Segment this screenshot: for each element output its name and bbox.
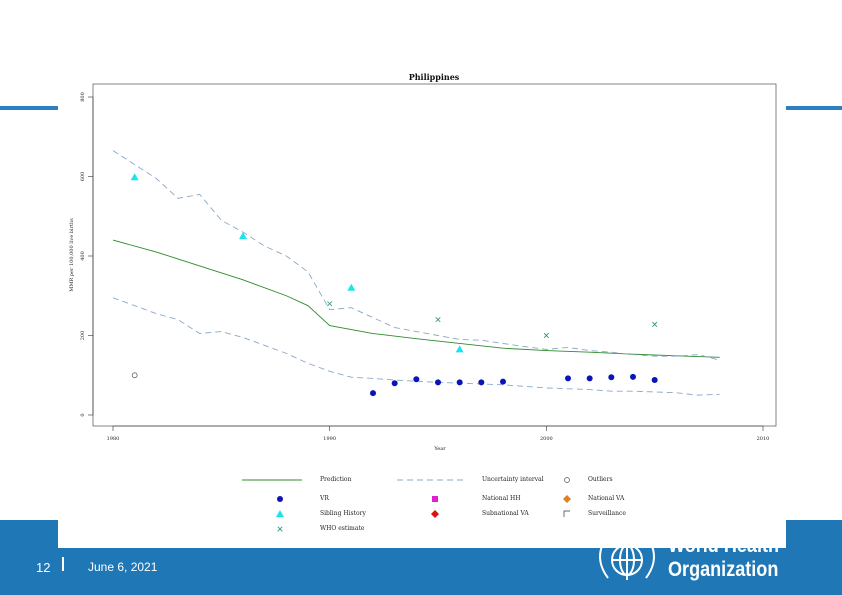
series-uncertainty-interval-lower <box>112 297 720 396</box>
y-axis-label: MMR per 100,000 live births <box>69 218 75 292</box>
point-vr <box>413 376 420 383</box>
legend-swatch-sibling-history <box>276 510 284 517</box>
page-number-divider <box>62 557 64 571</box>
legend-swatch-national-va <box>563 495 571 503</box>
chart-legend: Prediction Uncertainty interval Outliers VR… <box>232 462 642 546</box>
point-vr <box>391 380 398 387</box>
legend-swatch-who-estimate <box>277 526 283 532</box>
legend-swatch-outliers <box>564 477 570 483</box>
point-who-estimate <box>435 317 441 323</box>
series-uncertainty-interval-upper <box>112 150 720 361</box>
legend-label-prediction: Prediction <box>320 476 352 483</box>
point-sibling-history <box>130 173 139 181</box>
point-who-estimate <box>327 301 333 307</box>
y-tick-label: 400 <box>80 251 86 261</box>
header-rule-right <box>784 106 842 110</box>
point-vr <box>586 375 593 382</box>
page-number: 12 <box>36 560 51 575</box>
series-prediction <box>112 239 720 358</box>
header-rule-left <box>0 106 58 110</box>
y-tick-label: 200 <box>80 331 86 341</box>
point-who-estimate <box>652 321 658 327</box>
point-outliers <box>131 372 138 379</box>
legend-swatch-national-hh <box>432 496 438 502</box>
legend-label-sibling-history: Sibling History <box>320 510 366 517</box>
point-who-estimate <box>543 332 549 339</box>
legend-label-vr: VR <box>320 495 329 502</box>
point-vr <box>500 378 506 385</box>
legend-swatch-surveillance <box>563 510 570 517</box>
org-name-line-2: Organization <box>668 558 779 581</box>
point-sibling-history <box>347 283 356 291</box>
point-vr <box>608 374 615 381</box>
point-vr <box>370 390 376 397</box>
y-tick-label: 0 <box>80 413 86 416</box>
x-tick-label: 2000 <box>540 436 553 442</box>
x-tick-label: 1990 <box>323 436 336 442</box>
x-tick-label: 1980 <box>107 436 120 442</box>
point-vr <box>651 377 658 384</box>
point-sibling-history <box>239 232 247 240</box>
x-axis-label: Year <box>433 446 446 452</box>
slide-date: June 6, 2021 <box>88 560 158 574</box>
x-tick-label: 2010 <box>757 436 770 442</box>
y-tick-label: 600 <box>80 172 86 182</box>
legend-label-surveillance: Surveillance <box>588 510 626 517</box>
legend-label-uncertainty-interval: Uncertainty interval <box>482 476 544 483</box>
y-tick-label: 800 <box>80 92 86 102</box>
legend-swatch-subnational-va <box>431 510 439 518</box>
point-sibling-history <box>455 345 464 353</box>
legend-label-national-hh: National HH <box>482 495 521 502</box>
legend-label-national-va: National VA <box>588 495 625 502</box>
point-vr <box>435 379 441 386</box>
point-vr <box>456 379 463 386</box>
point-vr <box>478 379 485 386</box>
legend-label-subnational-va: Subnational VA <box>482 510 529 517</box>
legend-label-who-estimate: WHO estimate <box>320 525 365 532</box>
legend-label-outliers: Outliers <box>588 476 613 483</box>
legend-swatch-vr <box>277 496 283 502</box>
point-vr <box>630 373 636 380</box>
chart-title: Philippines <box>409 72 460 82</box>
point-vr <box>565 375 571 382</box>
